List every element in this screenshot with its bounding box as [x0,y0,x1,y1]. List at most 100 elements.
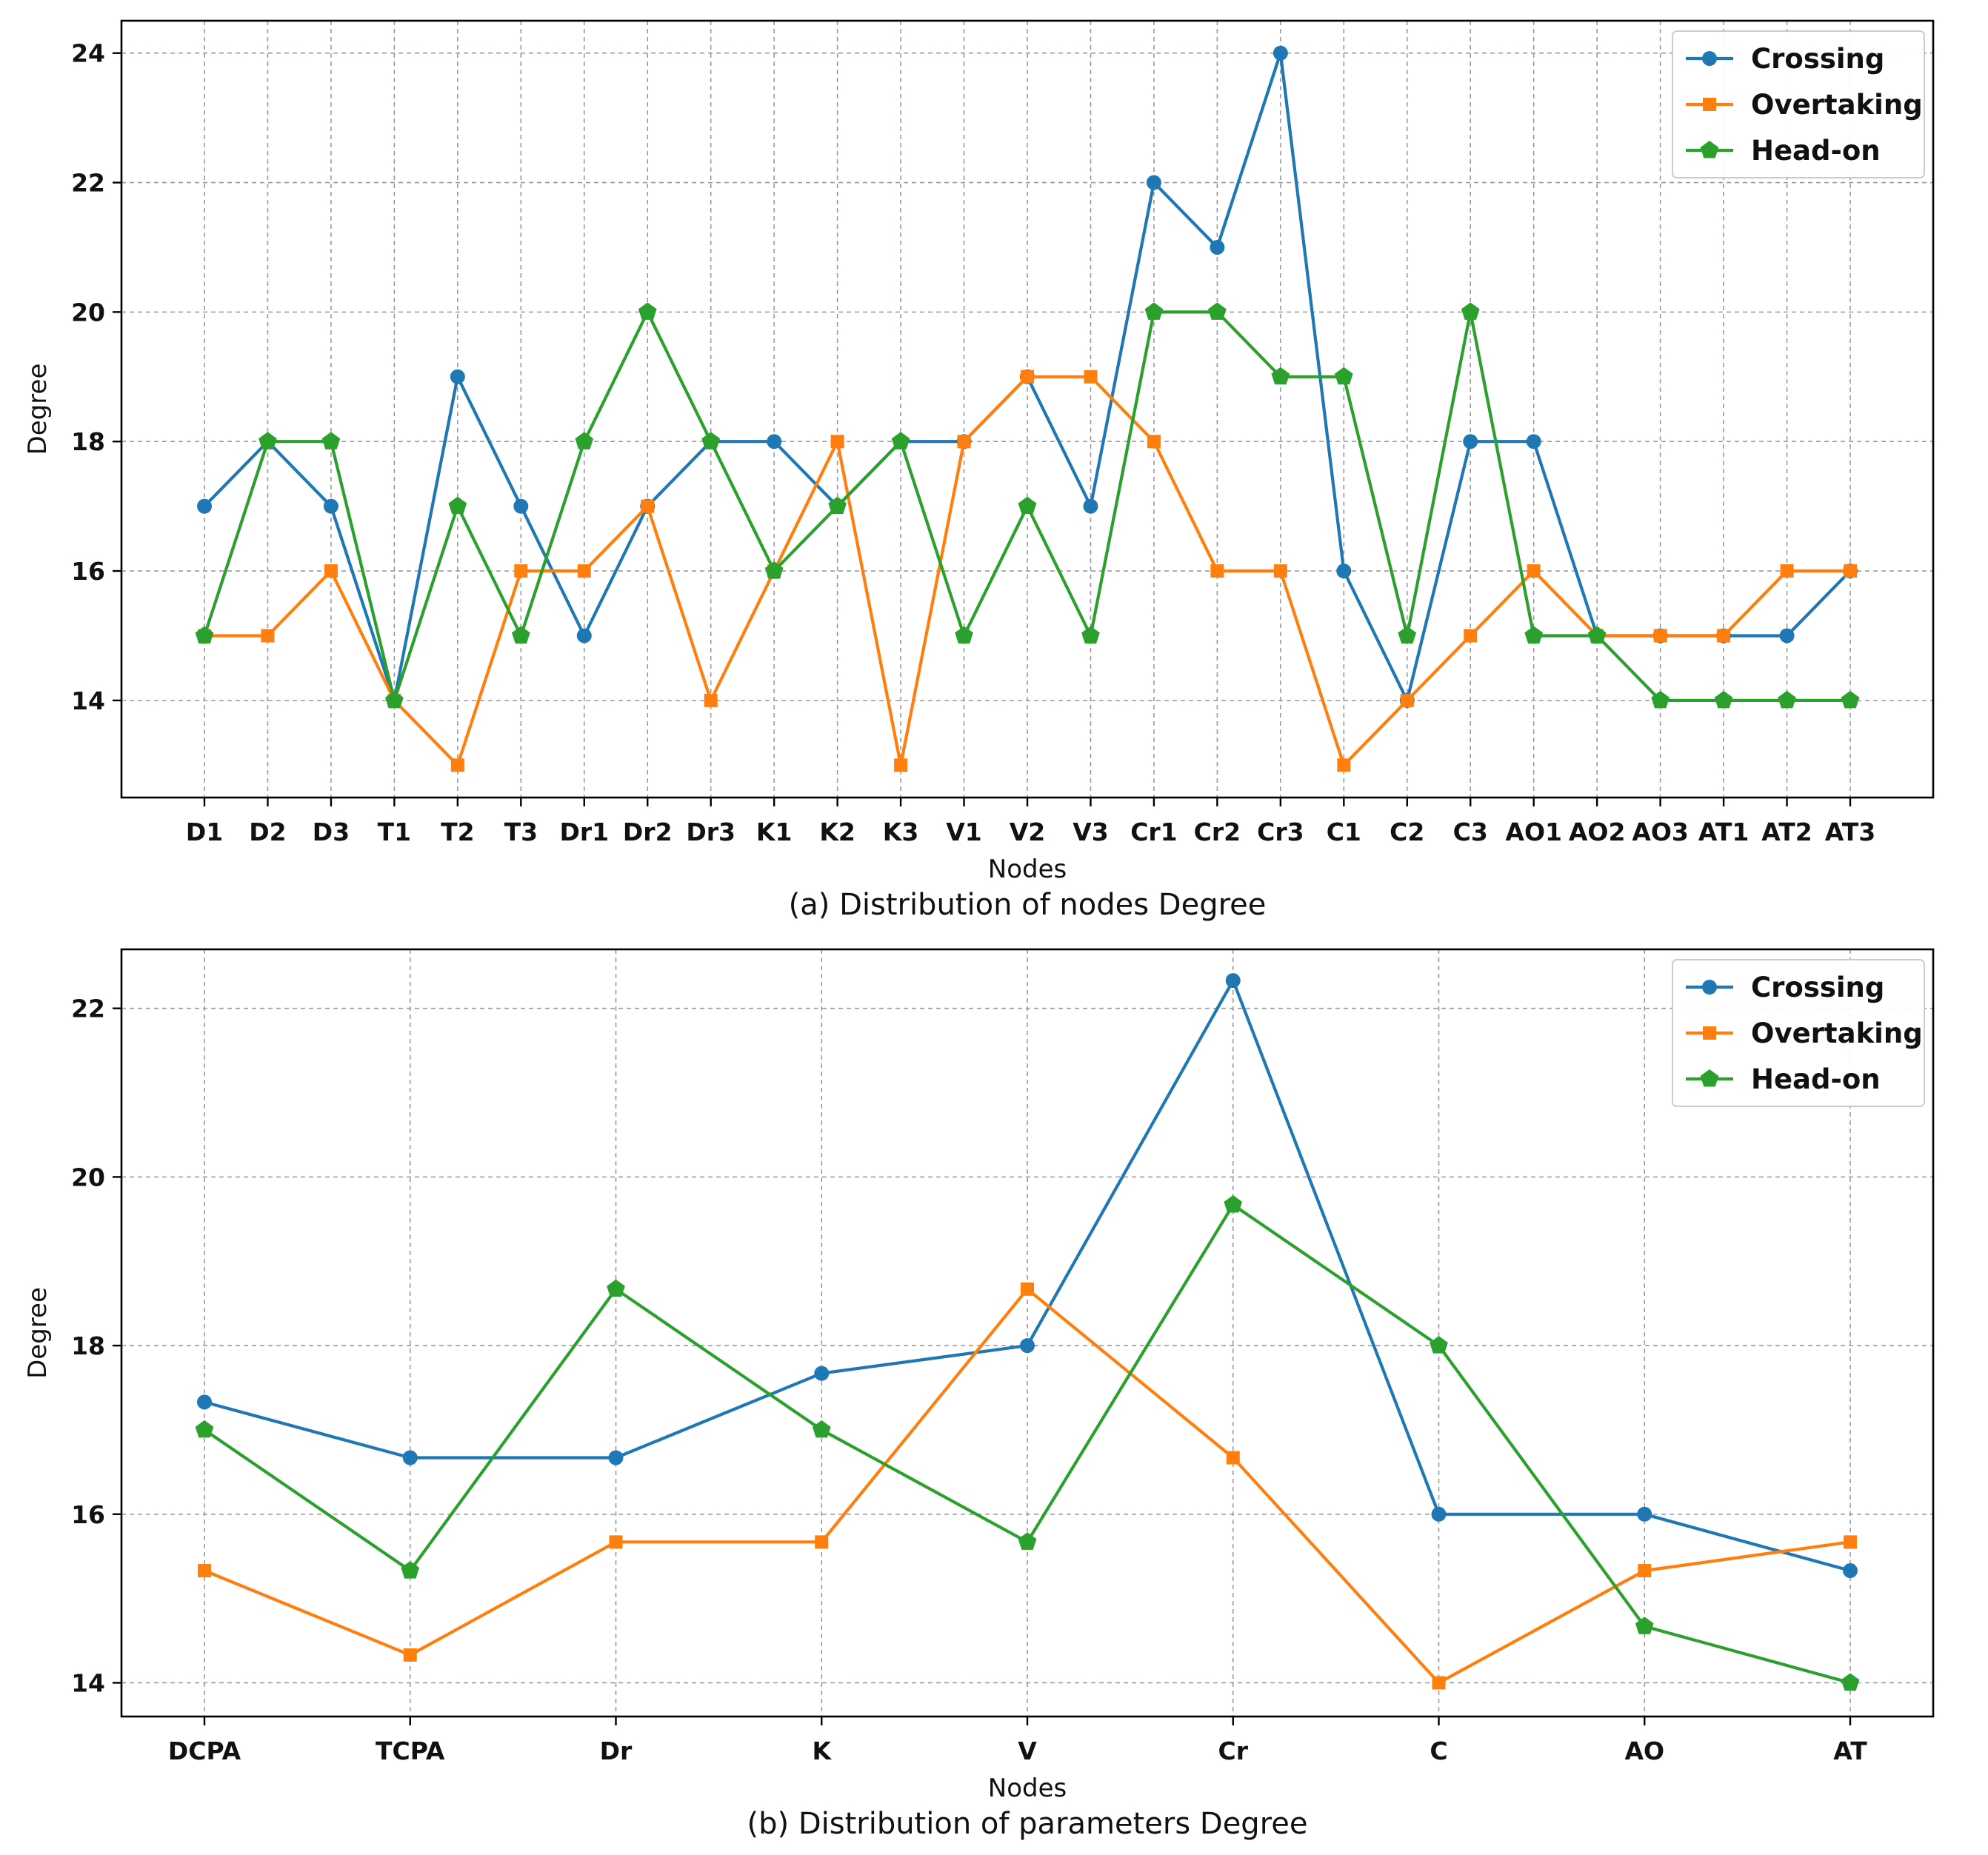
point-head-on-dr2 [638,302,657,320]
x-tick-label-cr2: Cr2 [1194,818,1241,846]
point-overtaking-at1 [1717,629,1731,643]
y-tick-label: 20 [71,298,105,327]
x-tick-label-ao3: AO3 [1632,818,1689,846]
point-crossing-dr1 [576,628,592,644]
y-tick-label: 20 [71,1163,105,1191]
point-head-on-c2 [1398,626,1417,644]
point-overtaking-dr3 [704,693,718,707]
point-head-on-at1 [1714,690,1733,709]
y-axis-label: Degree [23,1287,53,1379]
legend-box [1672,30,1925,178]
legend-label-head-on: Head-on [1751,135,1881,167]
y-tick-label: 16 [71,1500,105,1529]
y-tick-label: 22 [71,169,105,198]
x-tick-label-dr: Dr [600,1737,633,1765]
point-overtaking-v [1021,1282,1034,1296]
point-head-on-dr [607,1279,625,1297]
point-overtaking-ao3 [1653,629,1667,643]
legend-marker-head-on [1700,141,1719,158]
legend-label-overtaking: Overtaking [1751,1017,1923,1049]
x-tick-label-v: V [1018,1737,1037,1765]
point-crossing-cr3 [1272,45,1288,61]
x-axis-label: Nodes [988,1774,1067,1803]
legend-marker-head-on [1700,1069,1719,1087]
x-tick-label-c1: C1 [1327,818,1361,846]
point-overtaking-v1 [957,435,971,449]
point-overtaking-at2 [1780,564,1794,578]
point-overtaking-tcpa [403,1648,417,1662]
legend-box [1672,959,1925,1107]
point-head-on-v1 [955,626,973,644]
point-overtaking-c3 [1464,629,1478,643]
point-crossing-at [1843,1563,1858,1579]
x-tick-label-d1: D1 [186,818,223,846]
legend-marker-overtaking [1703,1026,1716,1040]
x-tick-label-at: AT [1833,1737,1867,1765]
x-tick-label-k1: K1 [756,818,793,846]
point-crossing-cr1 [1146,175,1161,190]
x-tick-label-c3: C3 [1453,818,1488,846]
x-tick-label-k3: K3 [883,818,919,846]
x-tick-label-cr: Cr [1218,1737,1249,1765]
point-head-on-d2 [258,432,277,449]
point-overtaking-v3 [1084,370,1098,384]
point-overtaking-cr3 [1273,564,1287,578]
point-head-on-t3 [511,626,530,644]
x-tick-label-cr3: Cr3 [1257,818,1304,846]
point-head-on-cr [1224,1195,1243,1213]
series-overtaking [198,370,1857,772]
y-tick-label: 16 [71,557,105,586]
point-crossing-t3 [513,498,529,514]
point-head-on-cr2 [1208,302,1227,320]
x-tick-label-d3: D3 [313,818,350,846]
point-overtaking-k2 [830,435,844,449]
point-head-on-dr1 [575,432,594,449]
chart-b-parameters-degree: 14 16 18 20 22 DCPA TCPA Dr K V Cr C AO AT Nodes Degree… [23,948,1935,1841]
point-head-on-cr1 [1144,302,1164,320]
chart-caption: (a) Distribution of nodes Degree [789,888,1267,922]
point-head-on-k2 [828,496,847,515]
legend-marker-crossing [1702,980,1717,995]
x-tick-label-d2: D2 [249,818,286,846]
legend: Crossing Overtaking Head-on [1672,30,1925,178]
x-tick-label-dcpa: DCPA [168,1737,241,1765]
point-overtaking-cr2 [1210,564,1224,578]
point-crossing-dr [608,1450,624,1465]
point-crossing-c1 [1336,564,1352,579]
point-head-on-dcpa [195,1420,214,1438]
point-overtaking-t2 [450,758,464,772]
x-tick-label-at1: AT1 [1698,818,1749,846]
point-crossing-t2 [450,369,465,384]
point-head-on-at [1841,1673,1860,1691]
point-overtaking-ao1 [1527,564,1541,578]
y-tick-label: 18 [71,1331,105,1360]
x-tick-label-ao: AO [1624,1737,1664,1765]
point-head-on-t2 [448,496,467,515]
point-crossing-c3 [1463,434,1478,449]
x-tick-label-k: K [812,1737,832,1765]
x-tick-label-at2: AT2 [1761,818,1812,846]
point-head-on-ao [1635,1617,1654,1634]
x-tick-label-k2: K2 [819,818,855,846]
x-tick-label-dr3: Dr3 [686,818,736,846]
legend-label-crossing: Crossing [1751,972,1884,1003]
x-tick-label-dr1: Dr1 [559,818,609,846]
x-tick-label-v2: V2 [1010,818,1046,846]
point-overtaking-at3 [1844,564,1857,578]
y-tick-label: 22 [71,995,105,1023]
x-tick-label-dr2: Dr2 [623,818,673,846]
point-overtaking-dr2 [641,499,655,513]
legend-marker-crossing [1702,51,1717,66]
point-crossing-k [814,1366,830,1381]
point-head-on-k1 [764,561,784,579]
series-crossing [197,973,1858,1579]
point-head-on-cr3 [1271,367,1290,385]
y-axis-label: Degree [23,364,53,455]
point-head-on-d1 [195,626,214,644]
x-tick-label-at3: AT3 [1825,818,1875,846]
y-tick-label: 18 [71,427,105,456]
point-head-on-d3 [321,432,341,449]
point-crossing-k1 [767,434,782,449]
series-head-on [195,302,1860,709]
point-crossing-d3 [323,498,338,514]
